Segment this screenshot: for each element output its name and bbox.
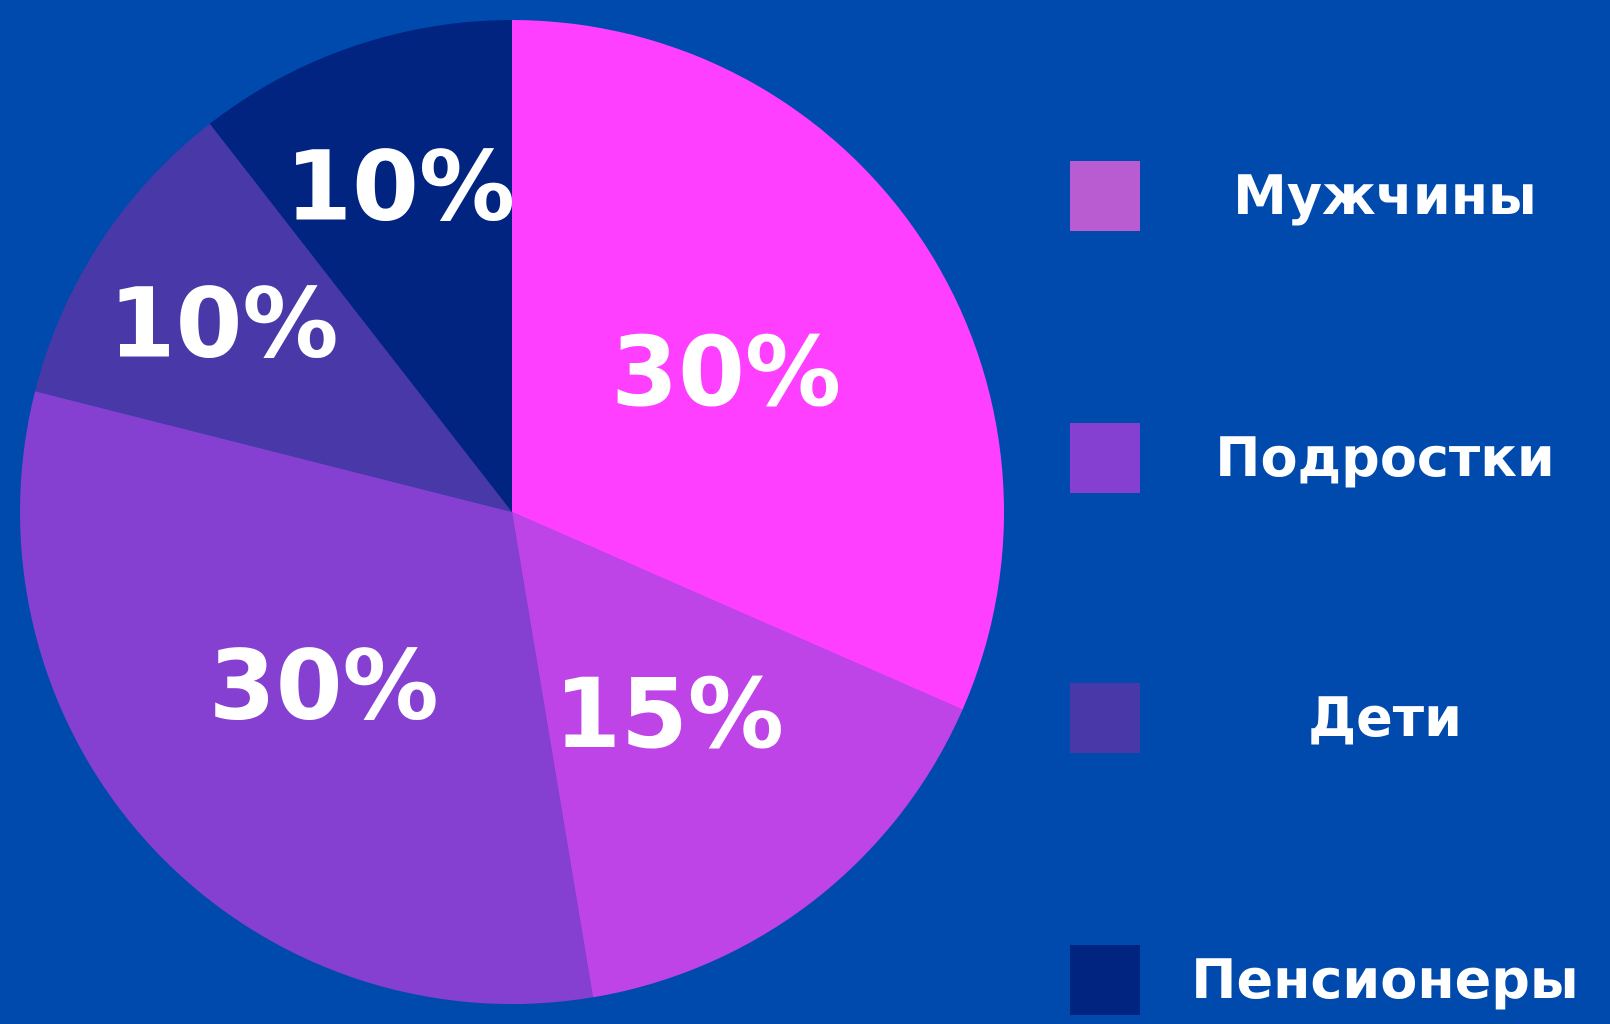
pie-slice-label-pensioners: 10% xyxy=(109,268,339,380)
legend-item-teens: Подростки xyxy=(1030,418,1610,498)
pie-slice-label-other: 10% xyxy=(285,130,515,242)
pie-slice-label-children: 30% xyxy=(209,629,439,741)
legend-item-children: Дети xyxy=(1030,678,1610,758)
legend-label: Мужчины xyxy=(1233,164,1537,227)
legend-swatch xyxy=(1070,945,1140,1015)
legend-swatch xyxy=(1070,683,1140,753)
legend-label: Подростки xyxy=(1215,426,1555,489)
pie-slice-men xyxy=(512,20,1004,710)
pie-slice-pensioners xyxy=(35,123,513,513)
legend-label: Пенсионеры xyxy=(1191,948,1579,1011)
pie-slice-label-teens: 15% xyxy=(554,658,784,770)
legend-swatch xyxy=(1070,161,1140,231)
pie-slice-teens xyxy=(512,512,963,998)
pie-slice-label-men: 30% xyxy=(611,316,841,428)
legend-item-men: Мужчины xyxy=(1030,156,1610,236)
chart-legend: Мужчины Подростки Дети Пенсионеры xyxy=(1030,0,1610,1024)
legend-item-pensioners: Пенсионеры xyxy=(1030,940,1610,1020)
pie-slice-other xyxy=(209,20,512,512)
legend-swatch xyxy=(1070,423,1140,493)
pie-chart: 30% 15% 30% 10% 10% xyxy=(20,20,1004,1004)
pie-slice-children xyxy=(20,391,593,1004)
legend-label: Дети xyxy=(1308,686,1462,749)
